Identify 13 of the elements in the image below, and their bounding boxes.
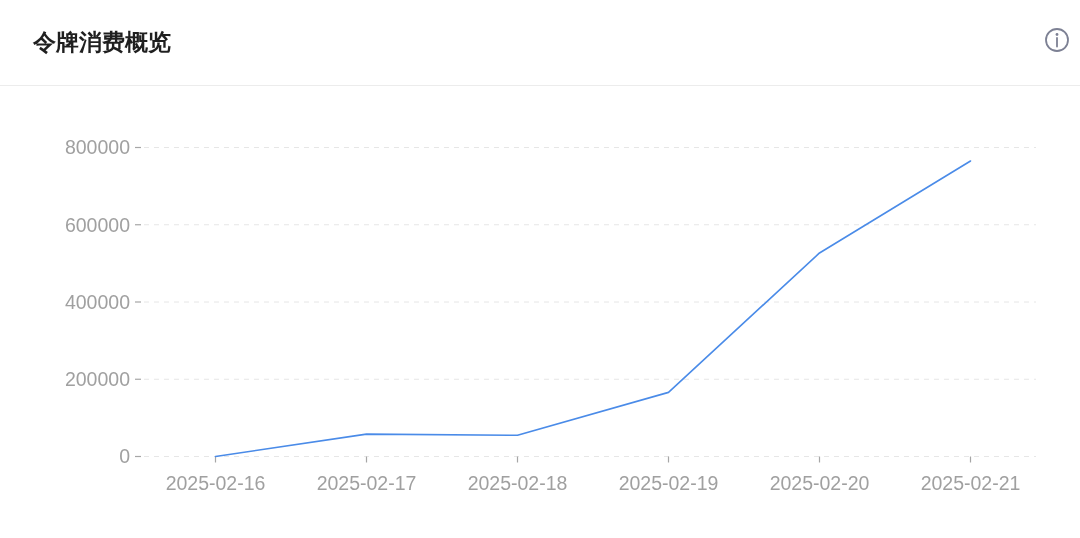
y-tick-label: 600000 (64, 213, 131, 236)
x-tick-label: 2025-02-19 (618, 472, 719, 494)
x-tick-label: 2025-02-21 (920, 472, 1021, 494)
x-tick-label: 2025-02-17 (316, 472, 417, 494)
y-tick-label: 800000 (64, 136, 131, 159)
x-tick-label: 2025-02-18 (467, 472, 568, 494)
chart-title: 令牌消费概览 (32, 29, 171, 55)
x-tick-label: 2025-02-20 (769, 472, 870, 494)
line-series (214, 160, 972, 458)
y-tick-label: 0 (119, 445, 131, 468)
y-tick-label: 200000 (64, 368, 131, 391)
x-tick-label: 2025-02-16 (165, 472, 266, 494)
y-tick-label: 400000 (64, 290, 131, 313)
